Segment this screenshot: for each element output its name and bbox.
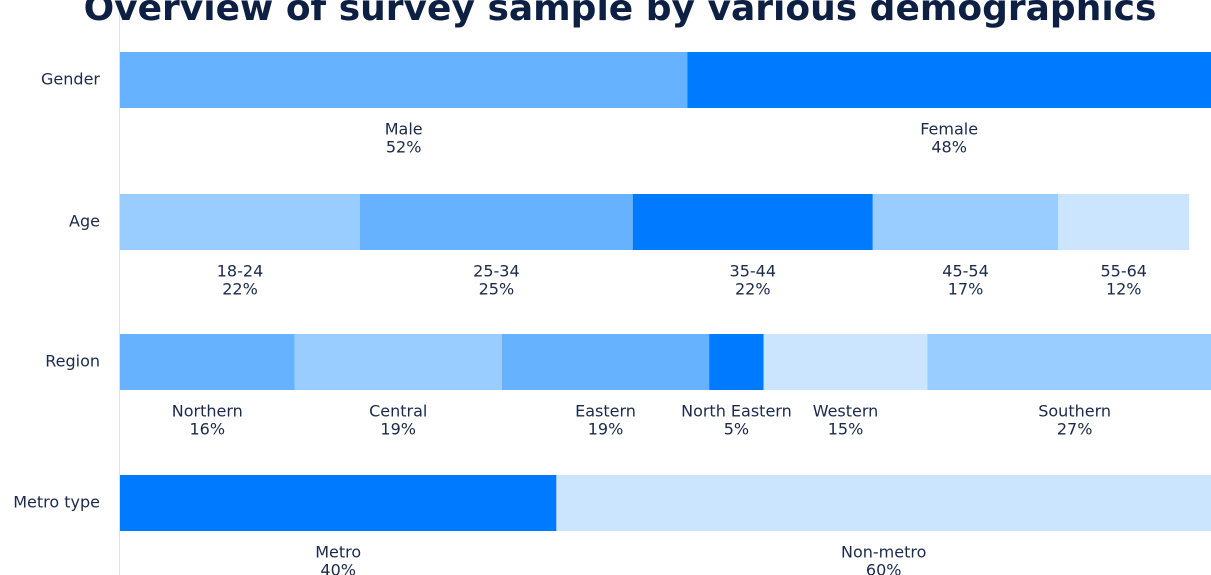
category-label: Gender <box>41 70 100 89</box>
segment-value-label: 19% <box>588 420 624 439</box>
segment-label: Female <box>920 120 978 139</box>
bar-segment <box>632 194 873 250</box>
bar-segment <box>556 475 1211 531</box>
segment-value-label: 25% <box>479 280 515 299</box>
segment-label: Eastern <box>575 402 636 421</box>
segment-label: Western <box>813 402 879 421</box>
bar-segment <box>120 475 557 531</box>
bar-segment <box>294 334 502 390</box>
segment-label: Southern <box>1038 402 1111 421</box>
segment-value-label: 17% <box>948 280 984 299</box>
segment-value-label: 12% <box>1106 280 1142 299</box>
segment-value-label: 40% <box>320 561 356 575</box>
bar-segment <box>120 194 361 250</box>
segment-label: 35-44 <box>730 262 777 281</box>
bar-segment <box>709 334 764 390</box>
bar-segment <box>360 194 633 250</box>
bar-segment <box>687 52 1211 108</box>
segment-value-label: 19% <box>380 420 416 439</box>
bar-segment <box>763 334 928 390</box>
segment-value-label: 22% <box>222 280 258 299</box>
segment-value-label: 22% <box>735 280 771 299</box>
bar-segment <box>120 334 295 390</box>
segment-label: Male <box>385 120 423 139</box>
bar-segment <box>501 334 710 390</box>
category-label: Metro type <box>13 493 100 512</box>
segment-label: North Eastern <box>681 402 792 421</box>
segment-label: Non-metro <box>841 543 926 562</box>
segment-label: Northern <box>172 402 243 421</box>
segment-label: 55-64 <box>1100 262 1147 281</box>
bar-segment <box>120 52 688 108</box>
bar-segment <box>1058 194 1190 250</box>
segment-label: 18-24 <box>217 262 264 281</box>
category-label: Region <box>45 352 100 371</box>
segment-value-label: 16% <box>189 420 225 439</box>
segment-value-label: 27% <box>1057 420 1093 439</box>
segment-label: 25-34 <box>473 262 520 281</box>
bar-segment <box>927 334 1211 390</box>
category-label: Age <box>69 212 100 231</box>
bar-segment <box>872 194 1059 250</box>
segment-label: Central <box>369 402 427 421</box>
segment-label: Metro <box>315 543 361 562</box>
segment-value-label: 48% <box>931 138 967 157</box>
chart-title: Overview of survey sample by various dem… <box>84 0 1157 29</box>
segment-value-label: 60% <box>866 561 902 575</box>
segment-value-label: 52% <box>386 138 422 157</box>
segment-label: 45-54 <box>942 262 989 281</box>
segment-value-label: 5% <box>724 420 749 439</box>
segment-value-label: 15% <box>828 420 864 439</box>
